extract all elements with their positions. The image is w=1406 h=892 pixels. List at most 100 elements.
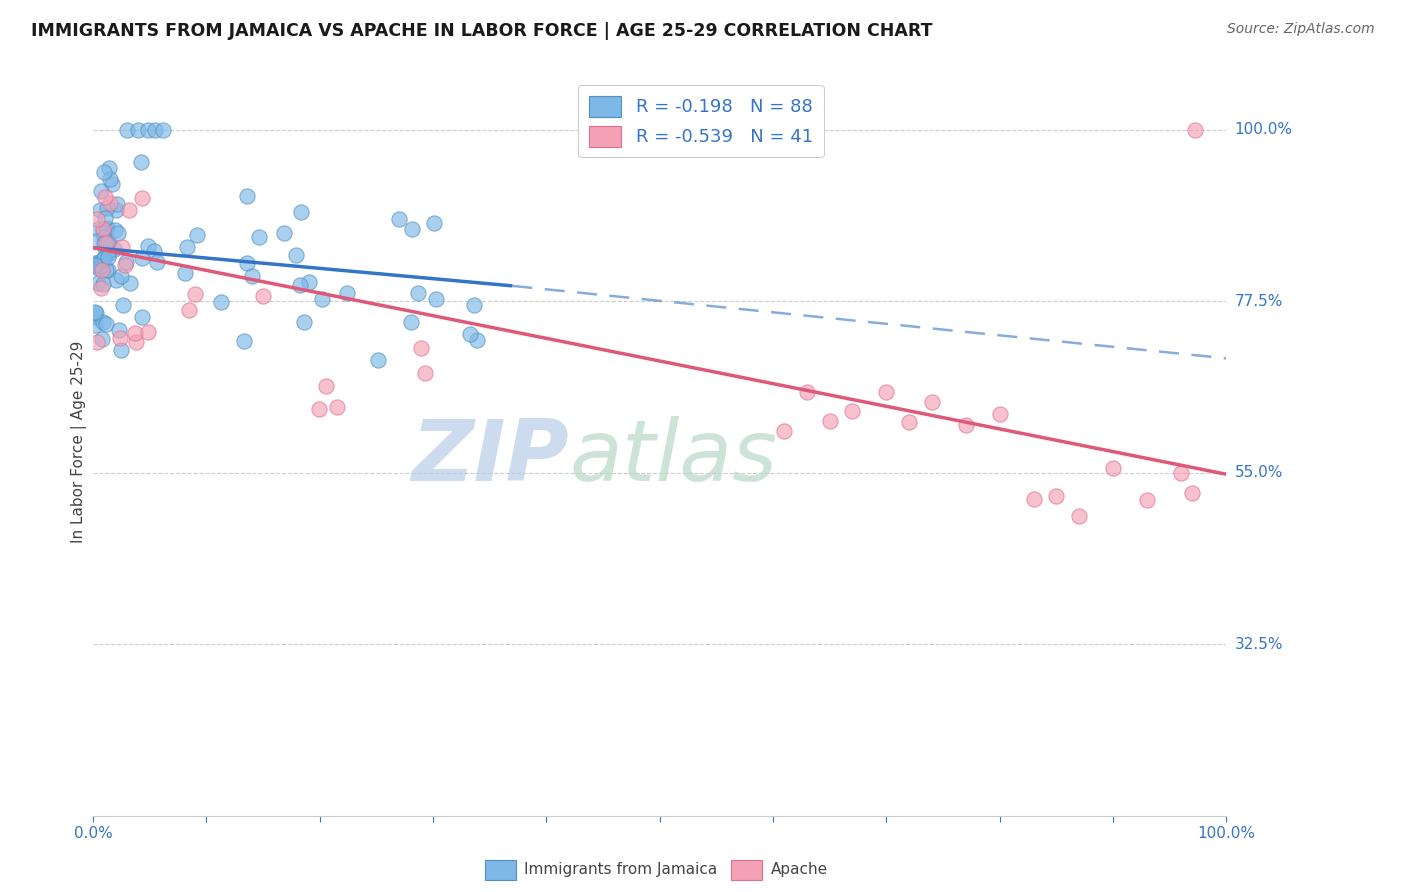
Point <box>186 227 208 242</box>
Point <box>463 298 485 312</box>
Point <box>86 334 108 349</box>
Y-axis label: In Labor Force | Age 25-29: In Labor Force | Age 25-29 <box>72 341 87 543</box>
Point <box>91 252 114 267</box>
Point <box>1045 489 1067 503</box>
Point <box>152 122 174 136</box>
Point <box>94 190 117 204</box>
Point <box>145 122 167 136</box>
Point <box>84 305 107 319</box>
Point <box>1136 493 1159 508</box>
Point <box>290 205 312 219</box>
Point <box>111 298 134 312</box>
Point <box>107 226 129 240</box>
Text: 32.5%: 32.5% <box>1234 637 1284 652</box>
Point <box>308 401 330 416</box>
Point <box>875 384 897 399</box>
Point <box>96 220 118 235</box>
Point <box>93 251 115 265</box>
Point <box>955 417 977 432</box>
Point <box>84 306 107 320</box>
Point <box>136 122 159 136</box>
Text: 55.0%: 55.0% <box>1234 466 1282 480</box>
Point <box>325 401 347 415</box>
Point <box>104 223 127 237</box>
Point <box>91 315 114 329</box>
Point <box>98 161 121 175</box>
Point <box>87 221 110 235</box>
Point <box>97 246 120 260</box>
Point <box>94 318 117 332</box>
Point <box>93 235 115 250</box>
Point <box>413 366 436 380</box>
Point <box>460 326 482 341</box>
Point <box>988 407 1011 421</box>
Text: atlas: atlas <box>569 416 778 499</box>
Point <box>89 255 111 269</box>
Point <box>90 281 112 295</box>
Point <box>91 222 114 236</box>
Point <box>84 258 107 272</box>
Point <box>292 315 315 329</box>
Point <box>91 332 114 346</box>
Point <box>115 122 138 136</box>
Point <box>131 310 153 325</box>
Point <box>1181 486 1204 500</box>
Point <box>89 259 111 273</box>
Point <box>1102 460 1125 475</box>
Point <box>100 172 122 186</box>
Point <box>173 266 195 280</box>
Point <box>242 268 264 283</box>
Point <box>105 273 128 287</box>
Text: Apache: Apache <box>770 863 828 877</box>
Point <box>897 415 920 429</box>
Point <box>120 276 142 290</box>
Point <box>136 238 159 252</box>
Text: Source: ZipAtlas.com: Source: ZipAtlas.com <box>1227 22 1375 37</box>
Point <box>87 276 110 290</box>
Point <box>409 342 432 356</box>
Point <box>284 247 307 261</box>
Point <box>86 212 108 227</box>
Point <box>87 261 110 276</box>
Point <box>91 224 114 238</box>
Point <box>176 240 198 254</box>
Point <box>247 230 270 244</box>
Point <box>1067 508 1090 523</box>
Point <box>143 244 166 259</box>
Legend: R = -0.198   N = 88, R = -0.539   N = 41: R = -0.198 N = 88, R = -0.539 N = 41 <box>578 85 824 157</box>
Point <box>1184 122 1206 136</box>
Point <box>110 269 132 284</box>
Point <box>84 309 107 323</box>
Point <box>91 277 114 291</box>
Point <box>146 255 169 269</box>
Point <box>97 235 120 250</box>
Point <box>97 263 120 277</box>
Point <box>290 278 312 293</box>
Text: IMMIGRANTS FROM JAMAICA VS APACHE IN LABOR FORCE | AGE 25-29 CORRELATION CHART: IMMIGRANTS FROM JAMAICA VS APACHE IN LAB… <box>31 22 932 40</box>
Point <box>104 202 127 217</box>
Point <box>96 246 118 260</box>
Point <box>118 202 141 217</box>
Point <box>406 285 429 300</box>
Point <box>423 216 446 230</box>
Point <box>94 241 117 255</box>
Point <box>236 255 259 269</box>
Point <box>336 286 359 301</box>
Point <box>93 165 115 179</box>
Point <box>101 178 124 192</box>
Point <box>90 263 112 277</box>
Point <box>103 243 125 257</box>
Text: ZIP: ZIP <box>412 416 569 499</box>
Point <box>93 229 115 244</box>
Point <box>921 395 943 409</box>
Point <box>367 353 389 368</box>
Point <box>98 196 121 211</box>
Point <box>94 211 117 225</box>
Point <box>1022 491 1045 506</box>
Point <box>818 414 841 428</box>
Point <box>131 155 153 169</box>
Point <box>315 379 337 393</box>
Point <box>108 323 131 337</box>
Point <box>111 240 134 254</box>
Point <box>401 222 423 236</box>
